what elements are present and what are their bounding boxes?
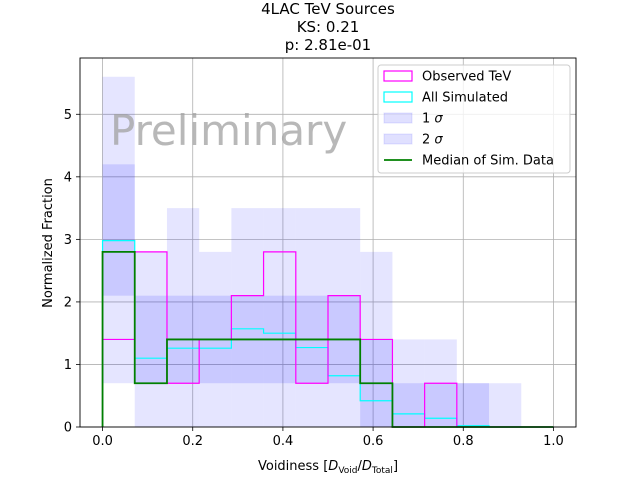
x-axis-label: Voidiness [DVoid/DTotal] bbox=[258, 459, 398, 476]
title-line-1: 4LAC TeV Sources bbox=[261, 0, 395, 18]
y-axis-label: Normalized Fraction bbox=[41, 178, 56, 308]
preliminary-watermark: Preliminary bbox=[110, 106, 347, 155]
legend-box bbox=[377, 64, 571, 174]
band-1sigma-bin-11 bbox=[456, 383, 490, 427]
step-observed-tev bbox=[101, 251, 554, 428]
legend-swatch-band-2 bbox=[383, 112, 413, 124]
axes-frame bbox=[79, 57, 577, 428]
legend-swatch-observed-tev bbox=[383, 70, 413, 82]
band-2sigma-bin-12 bbox=[489, 383, 522, 427]
legend-label-4: Median of Sim. Data bbox=[422, 154, 554, 169]
x-tick-label-2: 0.4 bbox=[273, 434, 294, 449]
y-tick-label-4: 4 bbox=[64, 170, 72, 185]
title-line-2: KS: 0.21 bbox=[297, 18, 360, 36]
x-tick-label-1: 0.2 bbox=[182, 434, 203, 449]
plot-border bbox=[79, 57, 577, 428]
legend-label-1: All Simulated bbox=[422, 91, 508, 106]
x-tick-label-5: 1.0 bbox=[543, 434, 564, 449]
band-2sigma-bin-2 bbox=[166, 208, 200, 427]
y-tick-label-3: 3 bbox=[64, 233, 72, 248]
band-1sigma-bin-1 bbox=[134, 295, 167, 384]
band-2sigma-bin-7 bbox=[328, 208, 361, 427]
y-tick-label-2: 2 bbox=[64, 295, 72, 310]
chart-title: 4LAC TeV Sources KS: 0.21 p: 2.81e-01 bbox=[261, 0, 395, 54]
legend-label-2: 1 σ bbox=[422, 112, 443, 127]
band-1sigma-bin-10 bbox=[424, 383, 457, 427]
legend-swatch-all-simulated bbox=[383, 91, 413, 103]
band-2sigma-bin-4 bbox=[231, 208, 264, 427]
x-tick-label-0: 0.0 bbox=[92, 434, 113, 449]
band-2sigma-bin-5 bbox=[263, 208, 296, 427]
band-1sigma-bin-0 bbox=[102, 164, 135, 296]
y-tick-label-5: 5 bbox=[64, 108, 72, 123]
x-tick-label-3: 0.6 bbox=[363, 434, 384, 449]
band-2sigma-bin-1 bbox=[134, 251, 167, 427]
legend: Observed TeV All Simulated 1 σ 2 σ Median of… bbox=[377, 64, 571, 174]
legend-label-0: Observed TeV bbox=[422, 70, 511, 85]
band-2sigma-bin-9 bbox=[392, 339, 425, 427]
band-1sigma-bin-9 bbox=[392, 383, 425, 427]
y-tick-label-0: 0 bbox=[64, 421, 72, 436]
band-2sigma-bin-0 bbox=[102, 76, 135, 384]
legend-swatch-band-3 bbox=[383, 133, 413, 145]
title-line-3: p: 2.81e-01 bbox=[285, 36, 371, 54]
band-2sigma-bin-11 bbox=[456, 383, 490, 427]
legend-label-3: 2 σ bbox=[422, 133, 443, 148]
axis-ticks: 0.0 0.2 0.4 0.6 0.8 1.0 0 1 2 3 4 5 bbox=[64, 108, 564, 449]
y-tick-label-1: 1 bbox=[64, 358, 72, 373]
x-tick-label-4: 0.8 bbox=[453, 434, 474, 449]
band-2sigma-bin-6 bbox=[295, 208, 328, 427]
